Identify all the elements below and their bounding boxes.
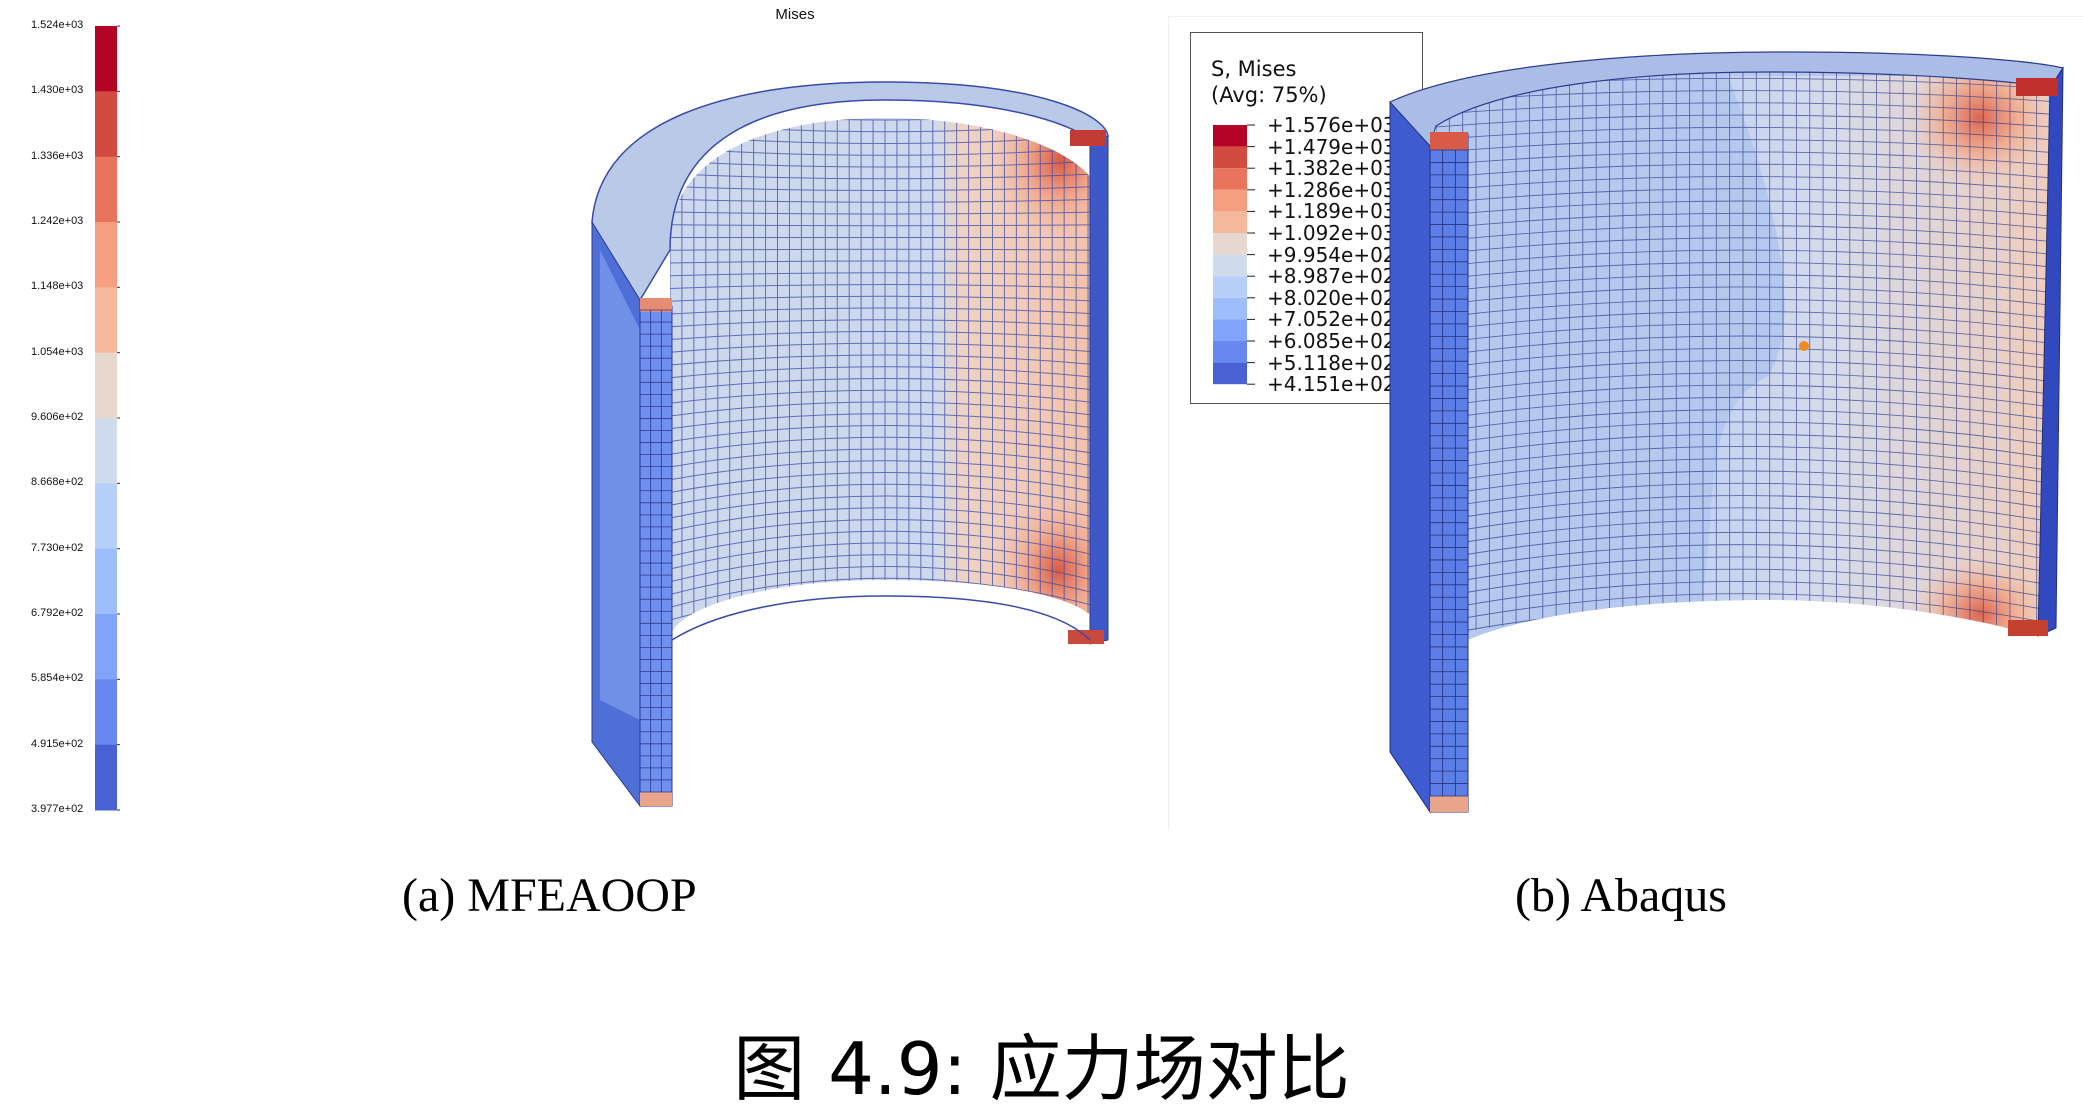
- colorbar-tick-label: 1.242e+03: [31, 215, 84, 227]
- legend-label: +1.576e+03: [1267, 113, 1396, 137]
- legend-swatch: [1213, 168, 1247, 190]
- legend-swatch: [1213, 189, 1247, 212]
- colorbar-segment: [95, 156, 117, 223]
- plot-title: Mises: [775, 6, 815, 23]
- panel-abaqus: S, Mises (Avg: 75%) +1.576e+03 +1.479e+03…: [1168, 16, 2083, 922]
- stress-contour-render-mfeaoop: [591, 81, 1109, 808]
- colorbar-segment: [95, 352, 117, 419]
- legend-label: +1.092e+03: [1267, 221, 1396, 245]
- colorbar-tick-label: 3.977e+02: [31, 803, 84, 815]
- colorbar-tick-label: 4.915e+02: [31, 737, 84, 750]
- figure-caption: 图 4.9: 应力场对比: [733, 1027, 1350, 1111]
- colorbar-segment: [95, 91, 117, 158]
- legend-label: +9.954e+02: [1267, 242, 1396, 267]
- legend-subtitle: (Avg: 75%): [1211, 83, 1327, 107]
- legend-label: +8.987e+02: [1267, 264, 1396, 289]
- colorbar-tick-label: 5.854e+02: [31, 672, 84, 685]
- subfigure-caption-b: (b) Abaqus: [1515, 869, 1727, 922]
- colorbar-tick-label: 1.148e+03: [31, 280, 84, 293]
- legend-swatch: [1213, 254, 1247, 277]
- colorbar-segment: [95, 744, 117, 811]
- legend-label: +7.052e+02: [1267, 307, 1396, 332]
- colorbar-tick-label: 1.524e+03: [31, 19, 84, 31]
- legend-label: +1.286e+03: [1267, 177, 1396, 202]
- legend-label: +8.020e+02: [1267, 285, 1396, 310]
- colorbar-tick-label: 1.054e+03: [31, 345, 84, 358]
- colorbar-tick-label: 8.668e+02: [31, 476, 84, 489]
- colorbar-tick-label: 1.336e+03: [31, 149, 84, 162]
- legend-swatches: [1213, 124, 1255, 385]
- legend: S, Mises (Avg: 75%) +1.576e+03 +1.479e+03…: [1190, 32, 1423, 404]
- legend-label: +5.118e+02: [1267, 350, 1396, 375]
- colorbar-segment: [95, 287, 117, 354]
- legend-swatch: [1213, 276, 1247, 298]
- legend-swatch: [1213, 362, 1247, 385]
- legend-label: +1.479e+03: [1267, 134, 1396, 159]
- legend-label: +1.382e+03: [1267, 156, 1396, 181]
- legend-swatch: [1213, 211, 1247, 233]
- legend-swatch: [1213, 341, 1247, 363]
- colorbar-tick-label: 7.730e+02: [31, 541, 84, 554]
- legend-title: S, Mises: [1211, 57, 1297, 81]
- colorbar-segment: [95, 679, 117, 746]
- panel-mfeaoop: Mises 1.524e+03 1.430e+03 1.336e+03 1.242e+…: [0, 0, 1168, 922]
- legend-swatch: [1213, 146, 1247, 169]
- legend-label: +6.085e+02: [1267, 329, 1396, 353]
- legend-swatch: [1213, 125, 1247, 147]
- subfigure-caption-a: (a) MFEAOOP: [402, 869, 697, 922]
- colorbar: [95, 25, 120, 811]
- colorbar-segment: [95, 222, 117, 288]
- legend-label: +4.151e+02: [1267, 372, 1396, 397]
- colorbar-segment: [95, 548, 117, 615]
- legend-swatch: [1213, 233, 1247, 255]
- legend-swatch: [1213, 319, 1247, 341]
- colorbar-segment: [95, 26, 117, 92]
- probe-marker: [1799, 341, 1809, 351]
- colorbar-tick-label: 9.606e+02: [31, 411, 84, 423]
- colorbar-segment: [95, 483, 117, 550]
- legend-swatch: [1213, 297, 1247, 320]
- legend-label: +1.189e+03: [1267, 199, 1396, 224]
- colorbar-tick-label: 1.430e+03: [31, 84, 84, 97]
- stress-contour-render-abaqus: [1389, 51, 2064, 814]
- viewport-frame: [1168, 16, 2083, 830]
- colorbar-segment: [95, 418, 117, 484]
- colorbar-segment: [95, 614, 117, 680]
- colorbar-tick-label: 6.792e+02: [31, 607, 84, 619]
